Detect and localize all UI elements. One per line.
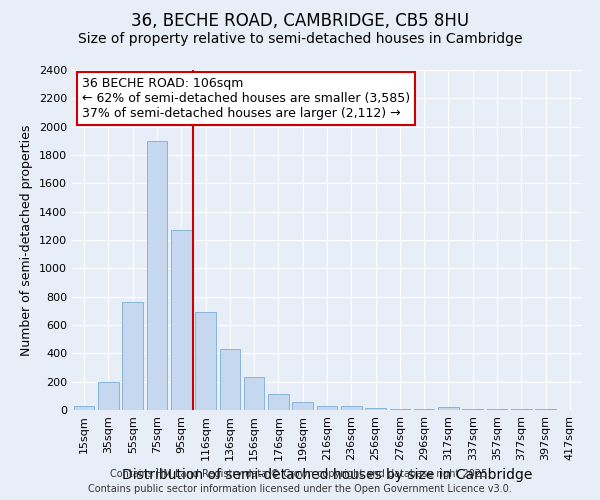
- Bar: [292, 402, 313, 410]
- Bar: [98, 382, 119, 410]
- Y-axis label: Number of semi-detached properties: Number of semi-detached properties: [20, 124, 34, 356]
- Bar: [268, 394, 289, 410]
- Text: Size of property relative to semi-detached houses in Cambridge: Size of property relative to semi-detach…: [78, 32, 522, 46]
- Bar: [122, 302, 143, 410]
- Bar: [389, 408, 410, 410]
- Bar: [146, 141, 167, 410]
- Bar: [220, 349, 240, 410]
- Text: 36 BECHE ROAD: 106sqm
← 62% of semi-detached houses are smaller (3,585)
37% of s: 36 BECHE ROAD: 106sqm ← 62% of semi-deta…: [82, 77, 410, 120]
- Bar: [365, 408, 386, 410]
- X-axis label: Distribution of semi-detached houses by size in Cambridge: Distribution of semi-detached houses by …: [122, 468, 532, 482]
- Bar: [244, 378, 265, 410]
- Text: 36, BECHE ROAD, CAMBRIDGE, CB5 8HU: 36, BECHE ROAD, CAMBRIDGE, CB5 8HU: [131, 12, 469, 30]
- Bar: [438, 407, 459, 410]
- Bar: [74, 406, 94, 410]
- Bar: [317, 406, 337, 410]
- Bar: [195, 312, 216, 410]
- Bar: [171, 230, 191, 410]
- Bar: [341, 406, 362, 410]
- Text: Contains HM Land Registry data © Crown copyright and database right 2025.
Contai: Contains HM Land Registry data © Crown c…: [88, 469, 512, 494]
